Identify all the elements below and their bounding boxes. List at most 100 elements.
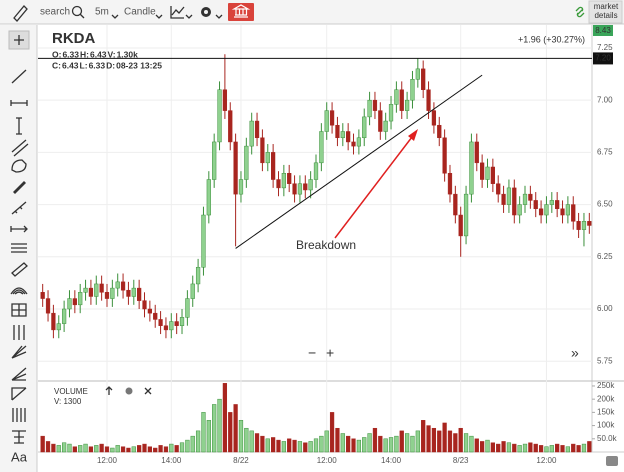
gann-tool[interactable]: [11, 367, 27, 381]
candle-body: [431, 110, 437, 126]
period-tool[interactable]: [12, 408, 26, 422]
volume-bar: [346, 435, 351, 453]
pencil-icon[interactable]: [13, 5, 28, 22]
fan-tool[interactable]: [11, 345, 27, 359]
volume-close[interactable]: [144, 387, 152, 395]
candle-body: [378, 110, 383, 132]
candle-body: [453, 193, 458, 216]
candle-body: [244, 145, 249, 180]
volume-bar: [217, 398, 222, 453]
search-icon-handle: [79, 13, 85, 19]
arc-tool[interactable]: [10, 287, 28, 295]
candle-body: [426, 89, 431, 111]
chevron: [111, 14, 119, 19]
annotation: Breakdown: [296, 238, 356, 252]
volume-bar: [271, 437, 276, 453]
volume-bar: [442, 422, 447, 453]
candle-body: [490, 166, 495, 184]
angle-tool[interactable]: [11, 387, 27, 401]
text-tool[interactable]: Aa: [11, 449, 28, 464]
volume-bar: [99, 443, 104, 453]
hline-badge: [593, 52, 613, 65]
cycle-tool[interactable]: [13, 325, 25, 340]
volume-bar: [169, 443, 174, 453]
candle-body: [415, 68, 420, 80]
legend-key: O:: [52, 49, 62, 59]
volume-bar: [126, 447, 131, 453]
volume-bar: [421, 420, 426, 453]
volume-bar: [362, 437, 367, 453]
market-details-label: market: [594, 2, 619, 11]
volume-bar: [399, 430, 404, 453]
volume-tick-label: 150k: [597, 407, 615, 416]
volume-bar: [51, 443, 56, 453]
candle-body: [565, 204, 571, 216]
channel-tool[interactable]: [11, 139, 29, 157]
link-icon[interactable]: [575, 6, 585, 18]
grid-tool[interactable]: [11, 303, 27, 317]
volume-bar: [195, 430, 201, 453]
volume-settings[interactable]: [125, 387, 133, 395]
candle-body: [549, 200, 554, 205]
candle-body: [110, 287, 115, 299]
zoom-out[interactable]: −: [308, 345, 316, 361]
ray-tool[interactable]: [11, 201, 27, 215]
candle-body: [222, 89, 228, 111]
bank-button[interactable]: [228, 3, 254, 21]
candle-body: [308, 179, 313, 191]
lines-tool[interactable]: [11, 243, 27, 253]
trendline-tool[interactable]: [11, 69, 27, 84]
volume-bar: [437, 430, 442, 453]
x-tick-label: 12:00: [536, 456, 557, 465]
zoom-in[interactable]: +: [326, 345, 334, 361]
crosshair-icon: [14, 35, 24, 45]
volume-bar: [72, 446, 77, 453]
volume-bar: [94, 445, 99, 453]
hline-tool[interactable]: [10, 100, 28, 106]
volume-bar: [201, 412, 206, 453]
legend-key: H:: [80, 49, 89, 59]
search-icon[interactable]: [71, 5, 83, 17]
x-tick-label: 8/23: [453, 456, 469, 465]
candle-body: [99, 283, 104, 293]
chart-style-select[interactable]: Candle: [124, 7, 156, 18]
legend-key: D:: [106, 60, 115, 70]
volume-bar: [78, 445, 83, 453]
volume-bar: [538, 445, 544, 453]
arrow-head: [408, 129, 418, 141]
x-tick-label: 14:00: [381, 456, 402, 465]
market-details-button[interactable]: [588, 0, 623, 24]
shape-tool[interactable]: [11, 159, 27, 173]
candle-body: [437, 124, 442, 139]
brush-tool[interactable]: [13, 181, 26, 194]
ruler-tool[interactable]: [11, 262, 28, 277]
volume-tick-label: 200k: [597, 394, 615, 403]
candle-body: [313, 162, 319, 180]
move-up[interactable]: [105, 386, 113, 395]
search-input[interactable]: search: [40, 7, 70, 18]
volume-bar: [394, 435, 399, 453]
candle-body: [340, 131, 345, 139]
chat-icon[interactable]: [606, 456, 618, 466]
extended-tool[interactable]: [10, 225, 28, 233]
indicator-icon[interactable]: [170, 6, 185, 19]
vline-tool[interactable]: [16, 117, 22, 135]
fib-tool[interactable]: [12, 430, 26, 444]
candle-body: [228, 110, 233, 143]
candle-body: [388, 104, 394, 122]
volume-bar: [147, 446, 152, 453]
volume-bar: [329, 412, 335, 453]
chevron: [185, 14, 193, 19]
candle-body: [131, 287, 136, 297]
volume-bar: [45, 441, 51, 453]
interval-select[interactable]: 5m: [95, 7, 109, 18]
volume-bar: [351, 438, 356, 453]
legend-key: L:: [80, 60, 88, 70]
candle-body: [153, 312, 158, 320]
volume-bar: [544, 446, 549, 453]
candle-body: [587, 221, 592, 226]
candle-body: [147, 308, 152, 314]
hline-label: 7.20: [595, 54, 611, 63]
scroll-end[interactable]: »: [571, 345, 579, 361]
y-tick-label: 5.75: [597, 356, 613, 365]
